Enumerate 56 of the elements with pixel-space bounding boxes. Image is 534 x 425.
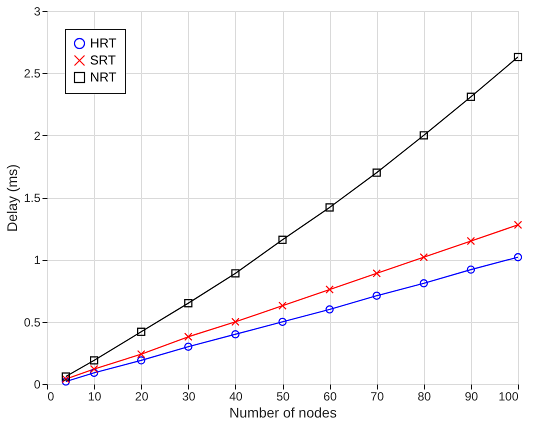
point (137, 356, 146, 365)
legend-label: HRT (90, 36, 117, 50)
point (514, 52, 522, 62)
point (325, 203, 334, 212)
x-tick-label: 10 (88, 390, 102, 404)
legend-label: NRT (90, 70, 117, 84)
point (90, 368, 98, 377)
x-tick-label: 40 (229, 390, 243, 404)
y-axis-title: Delay (ms) (4, 164, 20, 232)
point (62, 374, 70, 384)
point (62, 377, 70, 386)
point (278, 318, 287, 326)
point (514, 220, 522, 229)
point (62, 372, 70, 381)
x-tick-label: 30 (182, 390, 196, 404)
point (325, 285, 334, 294)
y-tick-label: 2 (34, 128, 41, 143)
point (514, 253, 522, 262)
point (420, 253, 428, 262)
point (278, 302, 287, 310)
point (184, 299, 192, 308)
point (372, 292, 381, 300)
point (90, 356, 98, 365)
x-tick-label: 0 (48, 390, 54, 404)
x-tick-label: 60 (323, 390, 338, 404)
x-axis-title: Number of nodes (229, 404, 337, 420)
point (184, 342, 192, 351)
legend-label: SRT (90, 52, 116, 68)
y-tick-label: 0 (34, 378, 41, 392)
point (325, 305, 334, 314)
y-tick-label: 2.5 (24, 66, 41, 81)
x-tick-label: 50 (276, 390, 290, 404)
point (466, 236, 476, 246)
point (231, 330, 240, 338)
x-tick-label: 90 (464, 390, 478, 404)
x-tick-label: 100 (498, 390, 519, 404)
point (137, 350, 146, 358)
point (90, 364, 98, 374)
point (231, 318, 240, 326)
x-tick-label: 70 (370, 390, 384, 404)
point (137, 328, 146, 336)
x-tick-label: 20 (135, 390, 149, 404)
point (372, 168, 381, 177)
point (420, 279, 428, 288)
point (466, 265, 476, 274)
point (420, 131, 428, 140)
point (278, 236, 287, 244)
y-tick-label: 0.5 (24, 315, 41, 330)
point (466, 92, 476, 101)
y-tick-label: 3 (34, 4, 41, 18)
y-tick-label: 1.5 (24, 191, 41, 205)
point (372, 269, 381, 278)
y-tick-label: 1 (34, 253, 41, 268)
x-tick-label: 80 (418, 390, 432, 404)
point (184, 332, 192, 341)
point (231, 269, 240, 278)
